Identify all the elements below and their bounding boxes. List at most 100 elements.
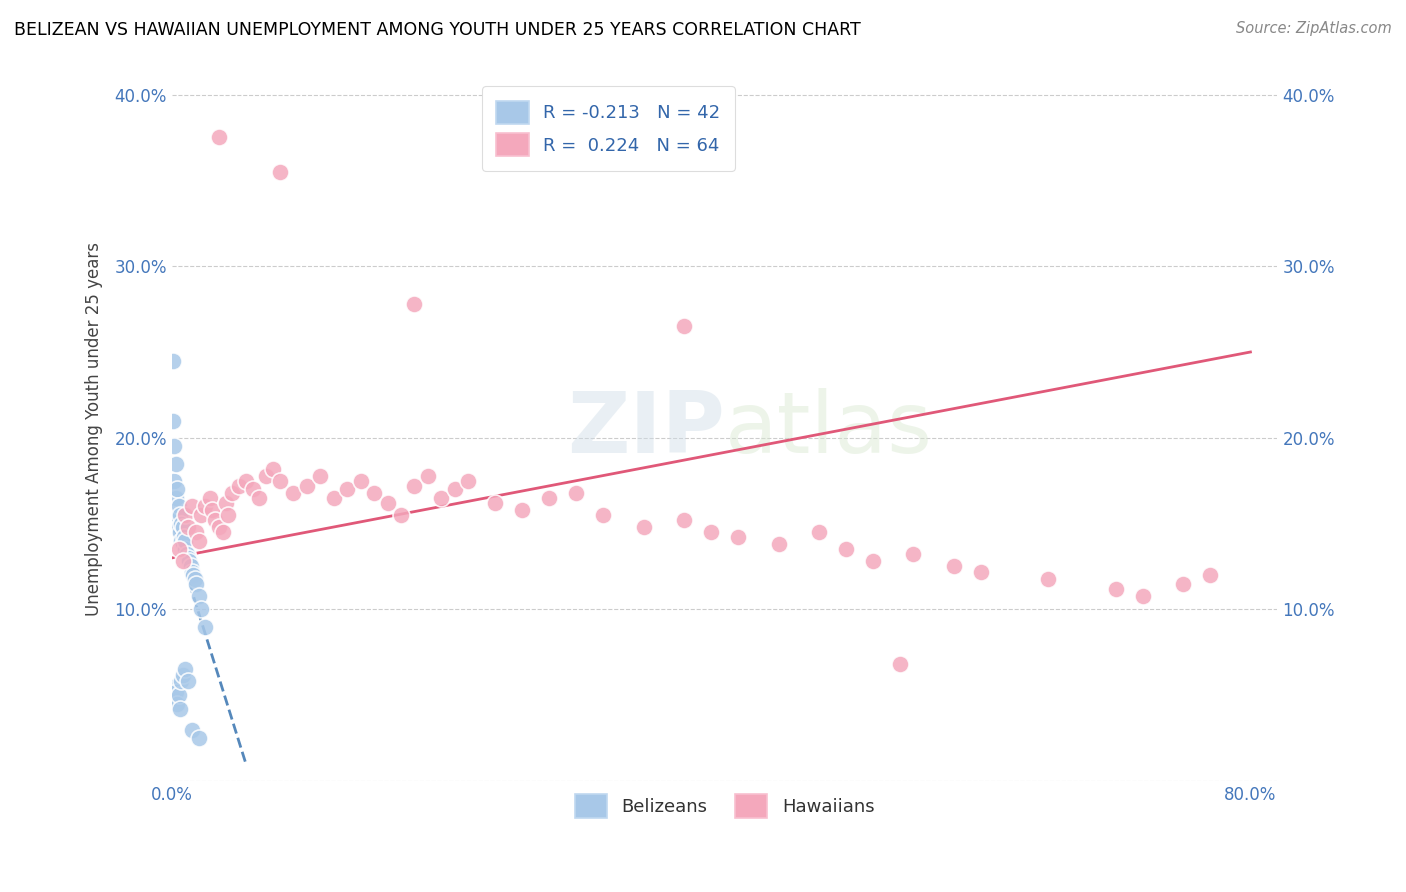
Point (180, 559, 202, 574)
Point (187, 533, 209, 548)
Point (166, 697, 188, 711)
Point (457, 474, 479, 488)
Point (208, 520, 231, 534)
Point (592, 508, 614, 522)
Point (221, 485, 243, 500)
Point (194, 500, 217, 514)
Point (281, 485, 304, 500)
Point (1132, 589, 1154, 603)
Point (565, 485, 588, 500)
Point (970, 565, 993, 579)
Point (700, 525, 723, 540)
Point (768, 537, 790, 551)
Point (184, 576, 207, 591)
Point (201, 503, 224, 517)
Point (162, 414, 184, 428)
Point (176, 548, 198, 562)
Point (174, 663, 197, 677)
Point (1171, 576, 1194, 591)
Point (254, 468, 277, 483)
Point (208, 130, 231, 145)
Point (862, 554, 884, 568)
Point (177, 520, 200, 534)
Point (184, 525, 207, 540)
Point (336, 483, 359, 497)
Point (172, 554, 194, 568)
Point (903, 548, 925, 562)
Point (389, 508, 412, 522)
Point (1104, 582, 1126, 596)
Point (174, 542, 197, 557)
Point (163, 439, 186, 453)
Point (169, 508, 191, 522)
Point (167, 688, 190, 702)
Point (163, 691, 186, 706)
Point (349, 474, 371, 488)
Legend: Belizeans, Hawaiians: Belizeans, Hawaiians (568, 787, 882, 825)
Point (181, 723, 204, 737)
Point (269, 165, 291, 179)
Point (249, 491, 271, 505)
Point (242, 483, 264, 497)
Point (169, 702, 191, 716)
Point (404, 479, 426, 493)
Point (194, 619, 217, 633)
Point (172, 520, 194, 534)
Point (170, 533, 193, 548)
Point (235, 474, 257, 488)
Point (162, 353, 184, 368)
Text: BELIZEAN VS HAWAIIAN UNEMPLOYMENT AMONG YOUTH UNDER 25 YEARS CORRELATION CHART: BELIZEAN VS HAWAIIAN UNEMPLOYMENT AMONG … (14, 21, 860, 39)
Point (177, 550, 200, 565)
Text: Source: ZipAtlas.com: Source: ZipAtlas.com (1236, 21, 1392, 37)
Point (673, 513, 696, 527)
Point (173, 530, 195, 544)
Point (416, 468, 439, 483)
Point (170, 674, 193, 689)
Point (807, 525, 830, 540)
Point (166, 508, 188, 522)
Point (309, 468, 332, 483)
Point (228, 479, 250, 493)
Point (217, 508, 239, 522)
Y-axis label: Unemployment Among Youth under 25 years: Unemployment Among Youth under 25 years (86, 243, 103, 616)
Text: ZIP: ZIP (567, 388, 724, 471)
Point (181, 565, 204, 579)
Point (538, 491, 561, 505)
Point (190, 602, 212, 616)
Point (177, 674, 200, 689)
Point (174, 508, 197, 522)
Point (444, 483, 467, 497)
Point (262, 461, 284, 475)
Point (377, 496, 399, 510)
Point (181, 500, 204, 514)
Point (162, 680, 184, 694)
Point (633, 520, 655, 534)
Point (169, 525, 191, 540)
Point (430, 491, 453, 505)
Point (322, 491, 344, 505)
Point (295, 479, 318, 493)
Point (835, 542, 858, 557)
Point (215, 496, 238, 510)
Point (172, 537, 194, 551)
Point (727, 530, 749, 544)
Point (172, 667, 194, 681)
Point (673, 319, 696, 334)
Point (1038, 572, 1060, 586)
Point (187, 731, 209, 745)
Point (363, 485, 385, 500)
Point (174, 533, 197, 548)
Point (165, 491, 187, 505)
Point (179, 554, 201, 568)
Point (167, 500, 190, 514)
Point (512, 503, 534, 517)
Point (183, 568, 205, 582)
Point (163, 474, 186, 488)
Point (170, 516, 193, 531)
Point (167, 520, 190, 534)
Point (190, 508, 212, 522)
Point (889, 657, 911, 672)
Point (212, 525, 235, 540)
Point (183, 572, 205, 586)
Point (165, 685, 187, 699)
